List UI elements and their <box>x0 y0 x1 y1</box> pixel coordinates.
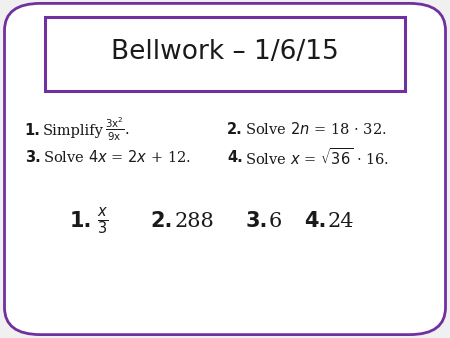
Text: 4.: 4. <box>304 211 326 232</box>
Text: Solve $x$ = $\sqrt{36}$ $\cdot$ 16.: Solve $x$ = $\sqrt{36}$ $\cdot$ 16. <box>245 147 389 168</box>
FancyBboxPatch shape <box>45 17 405 91</box>
Text: 288: 288 <box>175 212 214 231</box>
Text: $\frac{x}{3}$: $\frac{x}{3}$ <box>97 206 108 237</box>
Text: Solve $4x$ = $2x$ + 12.: Solve $4x$ = $2x$ + 12. <box>43 149 191 165</box>
FancyBboxPatch shape <box>4 3 446 335</box>
Text: $\mathdefault{\frac{3x^2}{9x}}$.: $\mathdefault{\frac{3x^2}{9x}}$. <box>105 116 129 143</box>
Text: Simplify: Simplify <box>43 124 104 138</box>
Text: 6: 6 <box>269 212 282 231</box>
Text: 1.: 1. <box>70 211 92 232</box>
Text: Solve $2n$ = 18 $\cdot$ 32.: Solve $2n$ = 18 $\cdot$ 32. <box>245 121 387 137</box>
Text: 1.: 1. <box>25 123 40 138</box>
Text: 2.: 2. <box>151 211 173 232</box>
Text: 2.: 2. <box>227 122 243 137</box>
Text: 4.: 4. <box>227 150 243 165</box>
Text: Bellwork – 1/6/15: Bellwork – 1/6/15 <box>111 40 339 65</box>
Text: 24: 24 <box>328 212 354 231</box>
Text: 3.: 3. <box>245 211 268 232</box>
Text: 3.: 3. <box>25 150 40 165</box>
